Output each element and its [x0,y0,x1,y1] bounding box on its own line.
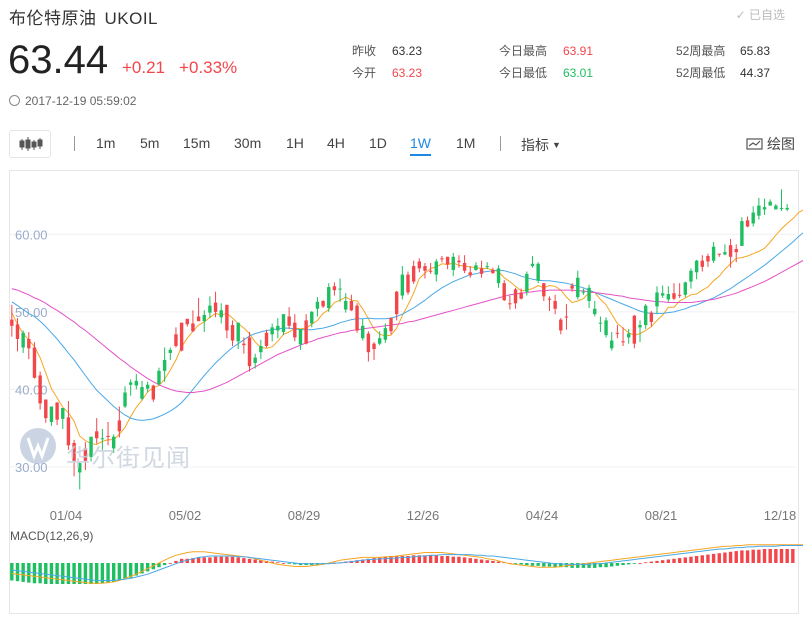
period-1h[interactable]: 1H [286,135,304,151]
period-1w[interactable]: 1W [410,135,431,156]
timestamp: 2017-12-19 05:59:02 [25,94,137,108]
stat-value: 63.23 [392,44,423,58]
period-15m[interactable]: 15m [183,135,211,151]
draw-label: 绘图 [767,136,795,152]
chart-type-button[interactable] [9,130,51,158]
period-4h[interactable]: 4H [327,135,345,151]
indicator-label: 指标 [521,137,549,153]
clock-icon [9,95,20,106]
stat-label: 52周最低 [676,66,726,80]
stat-label: 52周最高 [676,44,726,58]
draw-button[interactable]: 绘图 [746,134,795,154]
period-1mo[interactable]: 1M [456,135,476,151]
stat-value: 44.37 [740,66,771,80]
stat-52w-low: 52周最低 44.37 [676,64,770,81]
caret-down-icon: ▼ [552,140,561,150]
candlestick-icon [19,137,43,151]
stat-label: 今日最低 [499,66,548,80]
change-value: +0.21 [122,58,166,77]
quote-time: 2017-12-19 05:59:02 [9,94,136,108]
stat-label: 今日最高 [499,44,548,58]
stat-day-high: 今日最高 63.91 [499,42,593,59]
stat-value: 63.91 [563,44,594,58]
stat-52w-high: 52周最高 65.83 [676,42,770,59]
period-1d[interactable]: 1D [369,135,387,151]
stat-label: 今开 [352,66,377,80]
chart-area[interactable] [9,170,799,614]
stat-prev-close: 昨收 63.23 [352,42,422,59]
change-percent: +0.33% [179,58,238,77]
draw-icon [746,138,763,150]
watermark-text: 华尔街见闻 [66,444,191,472]
indicator-menu[interactable]: 指标 ▼ [521,135,561,155]
period-30m[interactable]: 30m [234,135,262,151]
instrument-symbol: UKOIL [104,9,159,28]
stat-day-low: 今日最低 63.01 [499,64,593,81]
chart-toolbar: 1m 5m 15m 30m 1H 4H 1D 1W 1M 指标 ▼ 绘图 [9,130,795,158]
last-price: 63.44 [8,38,109,82]
stat-value: 65.83 [740,44,771,58]
period-5m[interactable]: 5m [140,135,160,151]
stat-label: 昨收 [352,44,377,58]
toolbar-divider [74,136,75,151]
check-icon: ✓ [735,8,746,22]
stat-value: 63.23 [392,66,423,80]
stat-open: 今开 63.23 [352,64,422,81]
stat-value: 63.01 [563,66,594,80]
instrument-title: 布伦特原油 UKOIL [9,4,158,29]
instrument-name: 布伦特原油 [9,9,97,28]
subscribed-badge[interactable]: ✓ 已自选 [736,6,785,23]
price-change: +0.21 +0.33% [122,58,251,78]
subscribed-label: 已自选 [748,8,785,22]
toolbar-divider [500,136,501,151]
wallstreetcn-logo [20,428,56,464]
period-1m[interactable]: 1m [96,135,116,151]
